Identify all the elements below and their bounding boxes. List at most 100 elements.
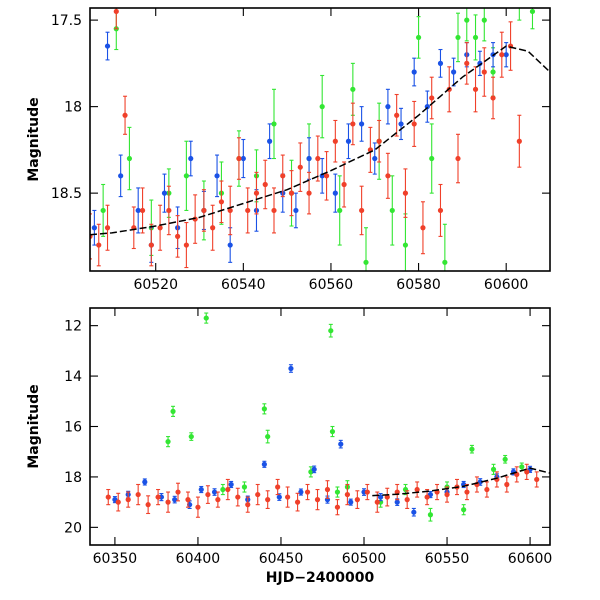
bottom-panel-x-axis-title: HJD−2400000 [266,570,375,586]
blue-data-point [348,499,354,505]
blue-data-point [345,138,352,144]
top-panel-frame [89,7,551,272]
red-data-point [104,225,111,231]
red-data-point [334,504,341,510]
red-data-point [374,499,380,505]
red-data-point [524,469,530,475]
red-data-point [384,494,390,500]
red-data-point [364,489,370,495]
red-data-point [265,497,271,503]
green-data-point [427,512,434,518]
red-data-point [444,491,450,498]
green-data-point [170,408,176,414]
green-data-point [363,259,369,265]
top-panel-ticks: 60520 60540 60560 60580 60600 17.5 18 18.5 [51,8,550,293]
red-data-point [472,86,479,92]
green-data-point [481,17,487,23]
y-tick-label: 20 [64,520,82,536]
blue-data-point [338,441,344,447]
red-data-point [148,242,154,248]
red-data-point [420,225,426,231]
x-tick-label: 60560 [309,277,354,293]
red-data-point [516,138,522,144]
top-panel-marks [90,0,550,271]
green-data-point [188,433,194,440]
green-data-point [472,34,479,41]
bottom-panel-frame [89,307,551,546]
red-data-point [315,155,321,162]
blue-data-point [293,207,299,214]
blue-data-point [288,365,294,372]
blue-data-point [142,479,148,485]
red-data-point [354,497,360,503]
red-data-point [280,173,286,179]
top-light-curve-panel: 60520 60540 60560 60580 60600 17.5 18 18.5 Magn… [26,0,551,293]
red-data-point [275,484,281,490]
red-data-point [424,494,430,500]
green-data-point [319,104,325,110]
red-data-point [404,497,410,503]
red-data-point [175,233,181,239]
red-data-point [350,121,356,127]
red-data-point [271,207,277,214]
red-data-point [262,181,268,188]
green-data-point [469,446,475,452]
blue-data-point [394,499,400,505]
green-data-point [490,466,497,472]
red-data-point [323,173,330,179]
y-tick-label: 18 [64,100,82,116]
green-data-point [350,86,356,92]
x-tick-label: 60350 [93,551,138,567]
fit-curve-line [90,45,550,236]
red-data-point [402,190,409,196]
red-data-point [344,491,351,498]
green-data-point [502,456,508,462]
red-data-point [394,112,400,118]
blue-data-point [172,497,178,503]
red-data-point [464,489,470,495]
blue-data-point [261,461,267,467]
blue-data-point [437,60,444,66]
red-data-point [165,499,171,505]
red-data-point [359,207,365,214]
red-data-point [294,499,301,505]
red-data-point [499,52,505,58]
blue-data-point [240,155,246,162]
x-tick-label: 60600 [508,551,553,567]
red-data-point [414,486,420,493]
red-data-point [376,138,382,144]
y-tick-label: 12 [64,319,82,335]
red-data-point [215,497,221,503]
y-tick-label: 14 [64,369,82,385]
blue-data-point [411,509,417,515]
fit-curve-line [372,467,550,497]
red-data-point [332,138,338,144]
red-data-point [285,494,291,500]
blue-data-point [91,225,97,231]
green-data-point [271,121,277,127]
red-data-point [385,173,391,179]
red-data-point [245,207,251,214]
green-data-point [265,433,271,440]
red-data-point [253,190,260,196]
red-data-point [135,491,141,498]
bottom-panel-y-axis-title: Magnitude [26,384,42,468]
blue-data-point [211,489,218,495]
red-data-point [534,476,540,483]
bottom-light-curve-panel: 60350 60400 60450 60500 60550 60600 12 14 16 18 20… [26,307,553,586]
y-tick-label: 18.5 [51,186,82,202]
red-data-point [504,481,510,488]
blue-data-point [118,173,124,179]
red-data-point [255,491,261,498]
green-data-point [517,0,522,5]
red-data-point [245,502,251,508]
green-data-point [328,328,334,334]
red-data-point [429,95,435,101]
y-tick-label: 16 [64,420,82,436]
red-data-point [96,242,102,248]
blue-data-point [298,489,304,495]
red-data-point [306,190,312,196]
blue-data-point [135,207,141,214]
blue-data-point [372,155,378,162]
red-data-point [145,502,151,508]
